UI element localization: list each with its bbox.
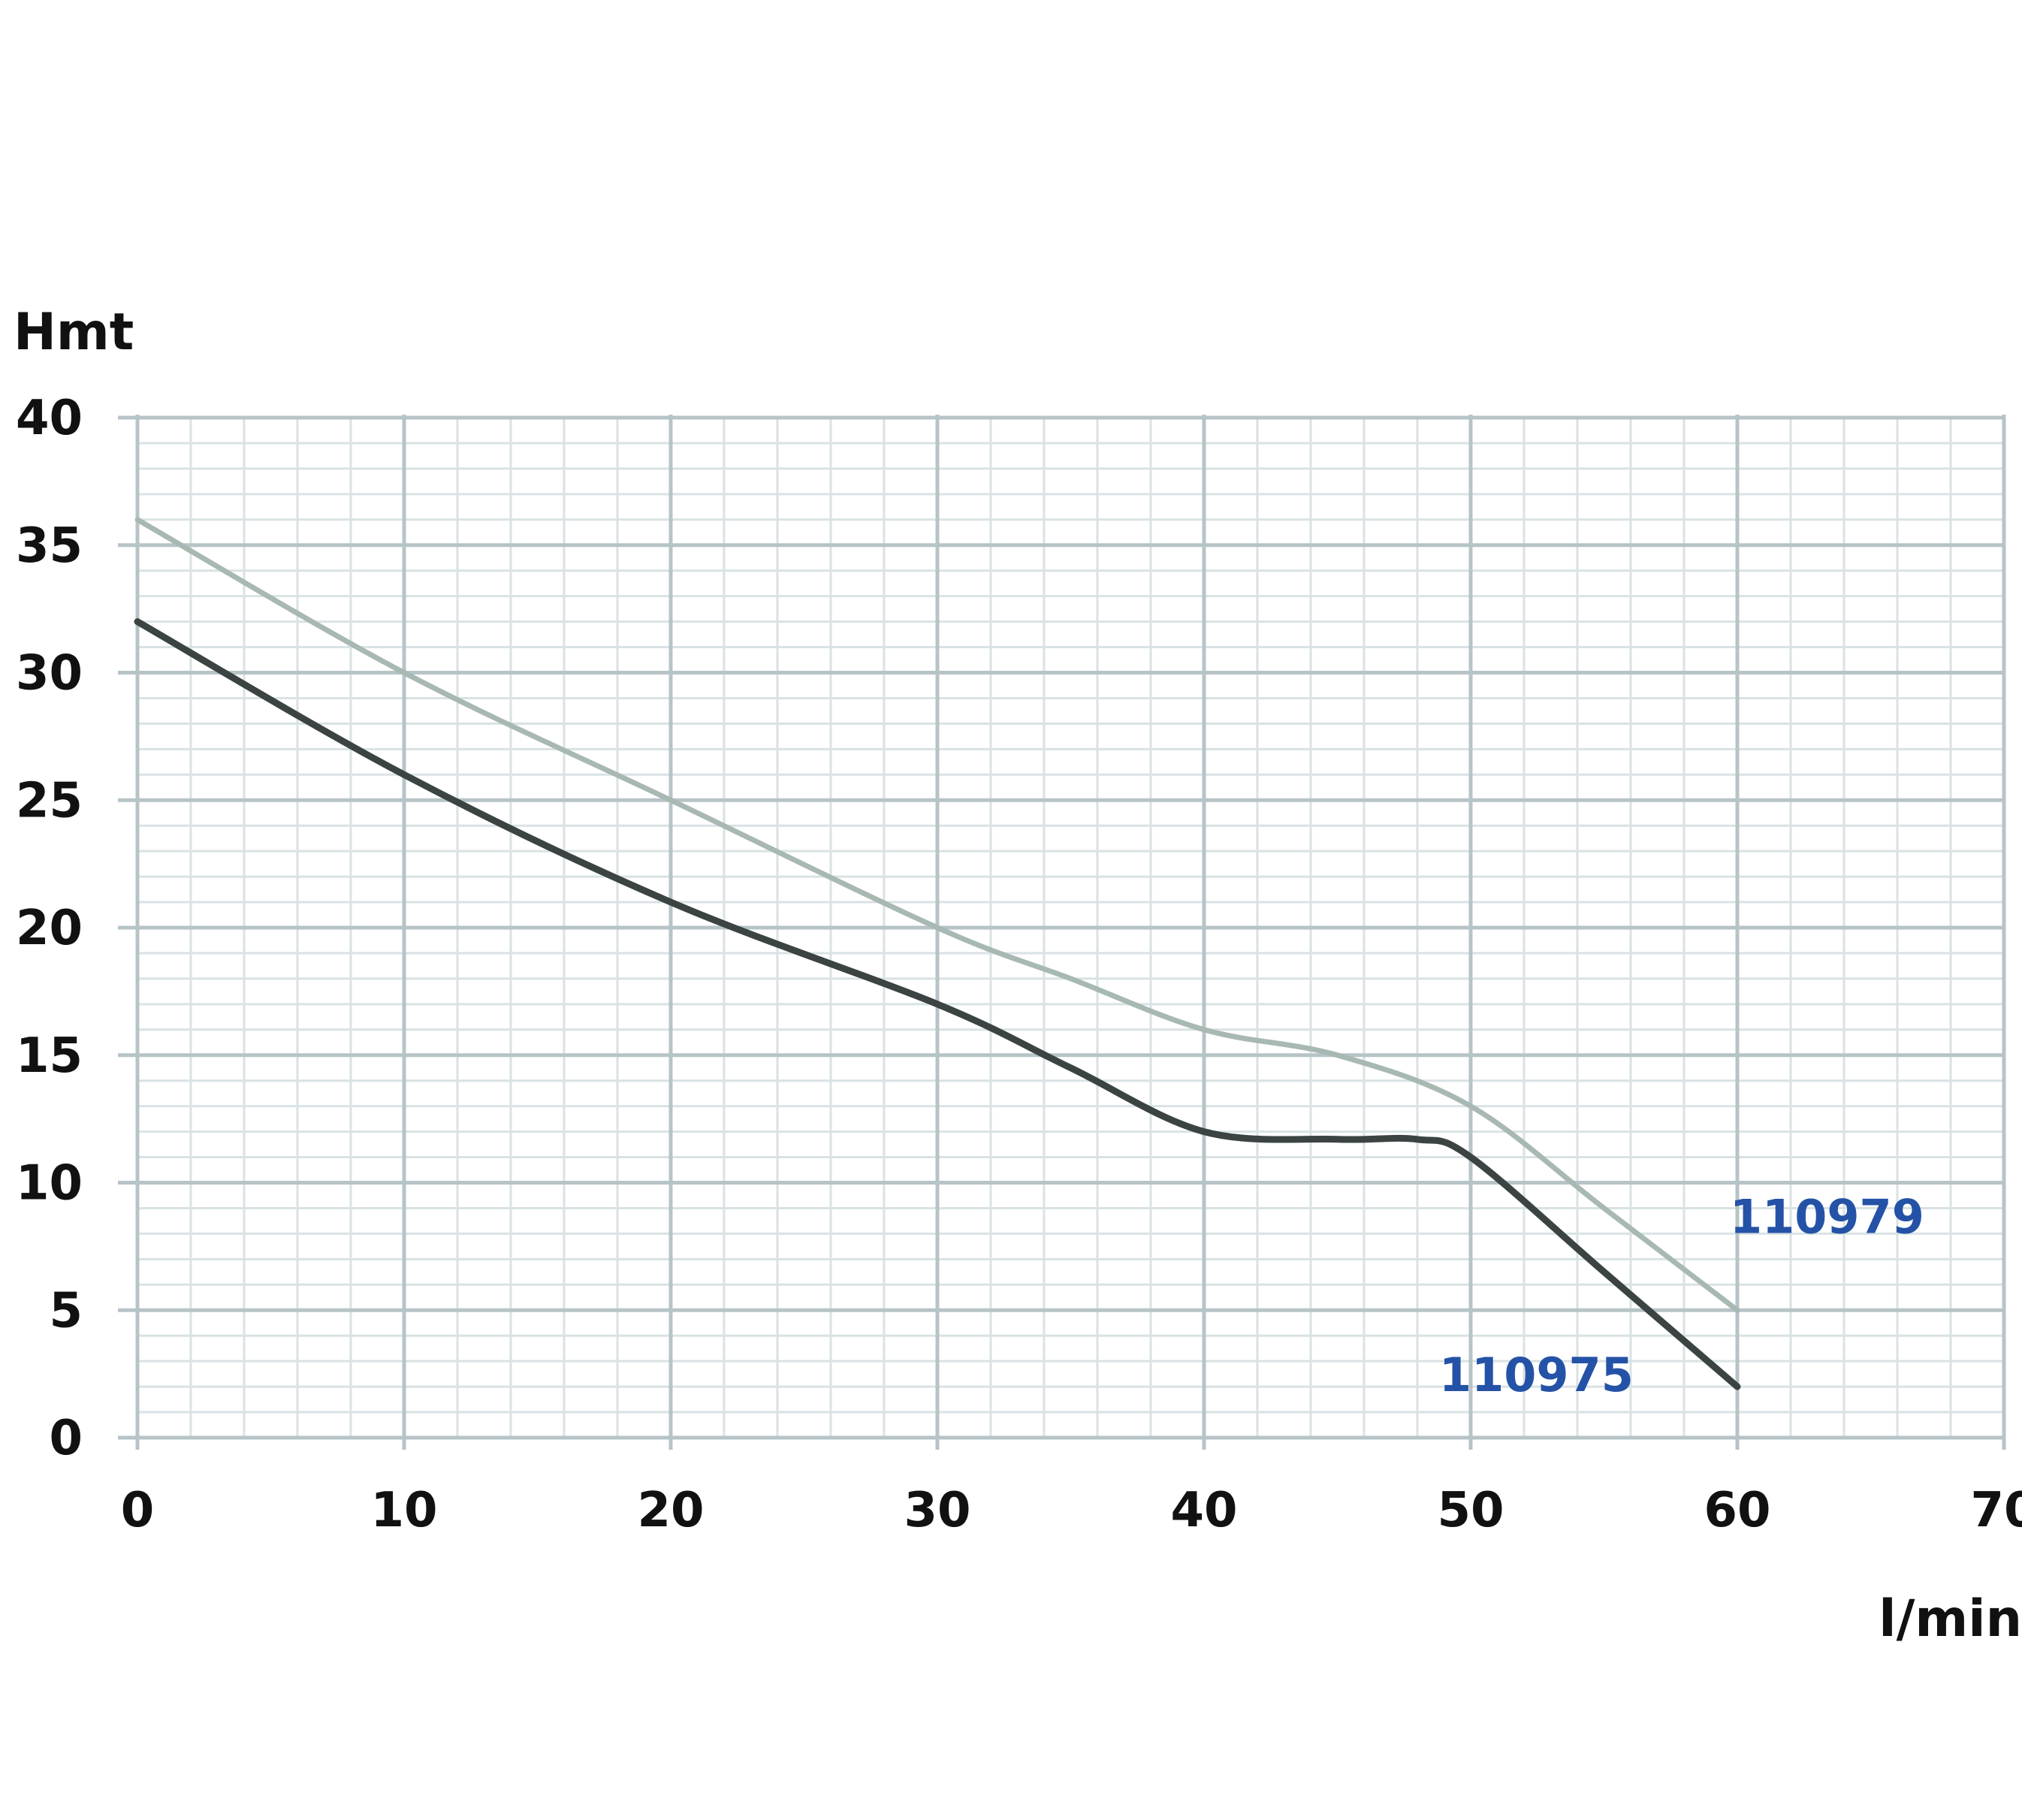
x-tick-labels: 0 10 20 30 40 50 60 70: [121, 1483, 2022, 1538]
x-tick-label: 20: [637, 1483, 704, 1538]
y-tick-label: 25: [16, 773, 83, 829]
plot-border: [135, 415, 2006, 1440]
x-axis-title: l/min: [1879, 1589, 2022, 1649]
x-tick-label: 70: [1970, 1483, 2022, 1538]
y-axis-title: Hmt: [14, 303, 134, 362]
series-label-110979: 110979: [1730, 1189, 1924, 1244]
plot-frame: [135, 415, 2006, 1440]
y-tick-label: 5: [49, 1283, 83, 1339]
y-tick-label: 40: [16, 391, 83, 446]
series-labels: 110979 110975: [1439, 1189, 1924, 1402]
x-tick-label: 50: [1437, 1483, 1504, 1538]
series-layer: [134, 517, 1741, 1390]
y-tick-label: 10: [16, 1156, 83, 1212]
x-tick-label: 30: [904, 1483, 970, 1538]
series-label-110975: 110975: [1439, 1348, 1634, 1402]
y-tick-label: 35: [16, 518, 83, 574]
y-tick-label: 30: [16, 646, 83, 702]
y-tick-label: 0: [49, 1411, 83, 1466]
x-tick-label: 0: [121, 1483, 155, 1538]
series-line-110979: [134, 517, 1740, 1313]
y-tick-label: 15: [16, 1028, 83, 1084]
x-tick-label: 40: [1170, 1483, 1237, 1538]
y-tick-labels: 0 5 10 15 20 25 30 35 40: [16, 391, 83, 1466]
y-tick-label: 20: [16, 901, 83, 956]
x-tick-label: 10: [370, 1483, 437, 1538]
x-tick-label: 60: [1704, 1483, 1770, 1538]
series-line-110975: [134, 618, 1741, 1390]
